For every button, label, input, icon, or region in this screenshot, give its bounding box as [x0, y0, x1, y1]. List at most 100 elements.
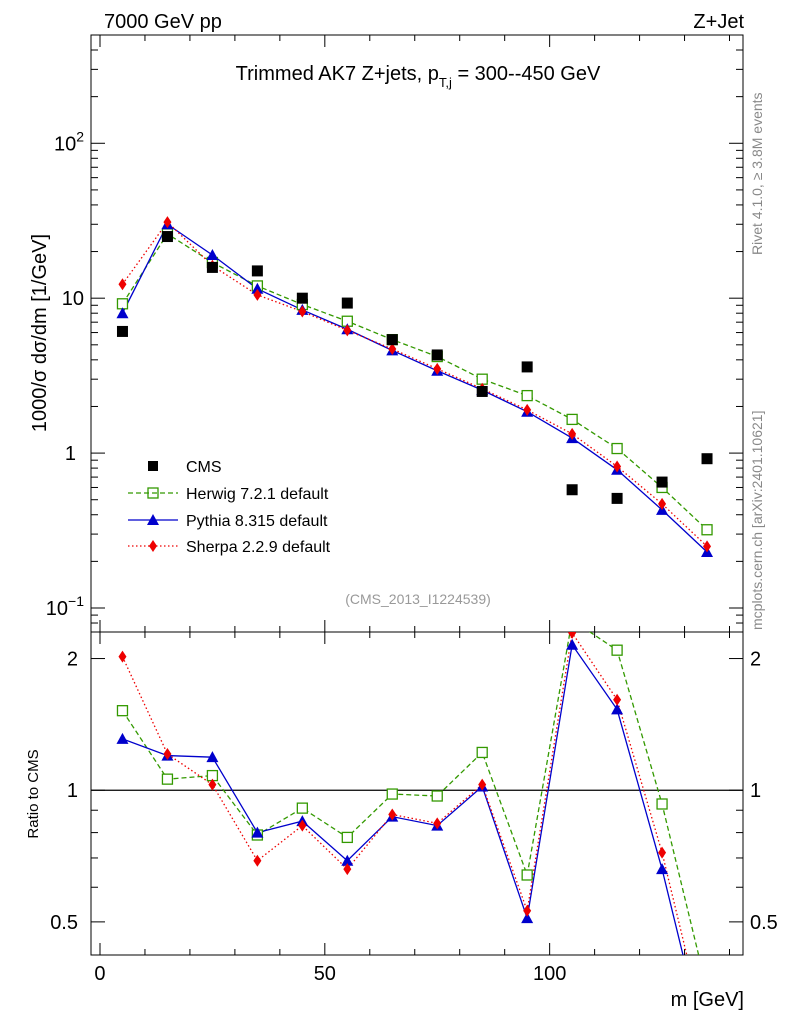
marker-sherpa: [118, 278, 127, 291]
ratio-marker-sherpa: [118, 650, 127, 663]
legend: CMS Herwig 7.2.1 default Pythia 8.315 de…: [128, 459, 331, 556]
legend-sherpa-label: Sherpa 2.2.9 default: [186, 539, 331, 556]
ratio-tick-label-right: 1: [750, 780, 761, 802]
series-lines: [91, 221, 743, 955]
marker-pythia: [251, 282, 264, 294]
ratio-line-pythia: [122, 643, 684, 955]
ratio-marker-sherpa: [253, 854, 262, 867]
marker-sherpa: [613, 460, 622, 473]
line-sherpa: [121, 221, 708, 547]
ratio-marker-sherpa: [568, 632, 577, 639]
marker-herwig: [701, 524, 713, 536]
axis-ticks: 0 50 100 10−1 10 102 1 0.5 0.5 1 1 2 2: [46, 34, 778, 985]
legend-sherpa-marker: [149, 540, 157, 552]
marker-sherpa: [568, 427, 577, 440]
y-tick-label-one: 1: [65, 443, 76, 465]
ratio-line-sherpa: [121, 632, 688, 955]
marker-cms: [341, 297, 353, 309]
ratio-marker-pythia: [521, 912, 534, 924]
ratio-marker-pythia: [611, 703, 624, 715]
ratio-marker-pythia: [566, 638, 579, 650]
marker-sherpa: [343, 324, 352, 337]
marker-sherpa: [163, 216, 172, 229]
marker-cms: [431, 349, 443, 361]
ratio-marker-herwig: [161, 773, 174, 785]
ratio-marker-sherpa: [433, 817, 442, 830]
marker-cms: [701, 453, 713, 465]
legend-entry-sherpa: Sherpa 2.2.9 default: [128, 539, 331, 556]
marker-herwig: [611, 442, 623, 455]
marker-sherpa: [523, 403, 532, 416]
marker-sherpa: [388, 342, 397, 355]
marker-pythia: [206, 249, 219, 261]
y-tick-label: 10: [62, 288, 84, 310]
ratio-marker-herwig: [611, 644, 623, 656]
marker-sherpa: [298, 305, 307, 318]
marker-cms: [656, 476, 668, 488]
ratio-marker-herwig: [656, 798, 668, 810]
ratio-marker-sherpa: [163, 748, 172, 761]
marker-herwig: [521, 389, 533, 402]
ratio-tick-label: 0.5: [50, 912, 78, 934]
legend-entry-pythia: Pythia 8.315 default: [128, 513, 328, 530]
legend-herwig-label: Herwig 7.2.1 default: [186, 486, 329, 503]
y-tick-label: 102: [54, 128, 84, 155]
header-right: Z+Jet: [693, 11, 744, 33]
marker-herwig: [476, 373, 488, 385]
ratio-marker-sherpa: [658, 846, 667, 859]
mcplots-label: mcplots.cern.ch [arXiv:2401.10621]: [749, 411, 765, 630]
ratio-marker-herwig: [521, 869, 533, 881]
ratio-marker-herwig: [116, 705, 129, 717]
marker-cms: [521, 361, 533, 373]
marker-cms: [476, 385, 488, 397]
ratio-marker-sherpa: [388, 808, 397, 821]
marker-sherpa: [703, 540, 712, 553]
marker-cms: [296, 292, 308, 304]
ratio-line-herwig: [121, 632, 700, 955]
legend-entry-herwig: Herwig 7.2.1 default: [128, 486, 329, 503]
marker-sherpa: [253, 288, 262, 301]
marker-sherpa: [658, 497, 667, 510]
legend-pythia-marker: [147, 514, 159, 525]
ratio-marker-pythia: [116, 732, 129, 744]
marker-pythia: [116, 307, 129, 319]
ratio-marker-pythia: [656, 863, 669, 875]
line-pythia: [121, 223, 708, 553]
legend-cms-label: CMS: [186, 459, 222, 476]
ratio-markers: [116, 632, 669, 924]
marker-cms: [206, 261, 218, 273]
legend-entry-cms: CMS: [148, 459, 222, 476]
ratio-marker-herwig: [431, 790, 443, 802]
y-axis-label: 1000/σ dσ/dm [1/GeV]: [29, 234, 51, 432]
ratio-marker-sherpa: [298, 819, 307, 832]
ratio-marker-pythia: [341, 854, 354, 866]
y-tick-label: 10−1: [46, 593, 84, 620]
ratio-y-axis-label: Ratio to CMS: [25, 749, 42, 838]
marker-sherpa: [433, 362, 442, 375]
ratio-marker-sherpa: [613, 693, 622, 706]
ratio-tick-label: 2: [67, 649, 78, 671]
ratio-tick-label-right: 0.5: [750, 912, 778, 934]
marker-cms: [161, 231, 173, 243]
ratio-tick-label: 1: [67, 780, 78, 802]
ratio-marker-herwig: [341, 831, 353, 844]
ratio-marker-pythia: [251, 826, 264, 838]
ratio-marker-sherpa: [208, 778, 217, 791]
series-markers: [116, 216, 714, 924]
header-left: 7000 GeV pp: [104, 11, 222, 33]
ratio-marker-herwig: [386, 788, 398, 800]
line-herwig: [121, 233, 708, 531]
ratio-marker-sherpa: [343, 863, 352, 876]
x-axis-label: m [GeV]: [671, 989, 744, 1011]
x-tick-label: 50: [314, 963, 336, 985]
x-tick-label: 100: [533, 963, 566, 985]
ratio-marker-sherpa: [478, 778, 487, 791]
marker-herwig: [566, 413, 578, 426]
marker-cms: [386, 334, 398, 346]
analysis-id: (CMS_2013_I1224539): [345, 591, 491, 607]
ratio-tick-label-right: 2: [750, 649, 761, 671]
marker-cms: [611, 492, 623, 504]
ratio-plot-frame: [90, 631, 744, 956]
ratio-marker-herwig: [476, 746, 488, 759]
